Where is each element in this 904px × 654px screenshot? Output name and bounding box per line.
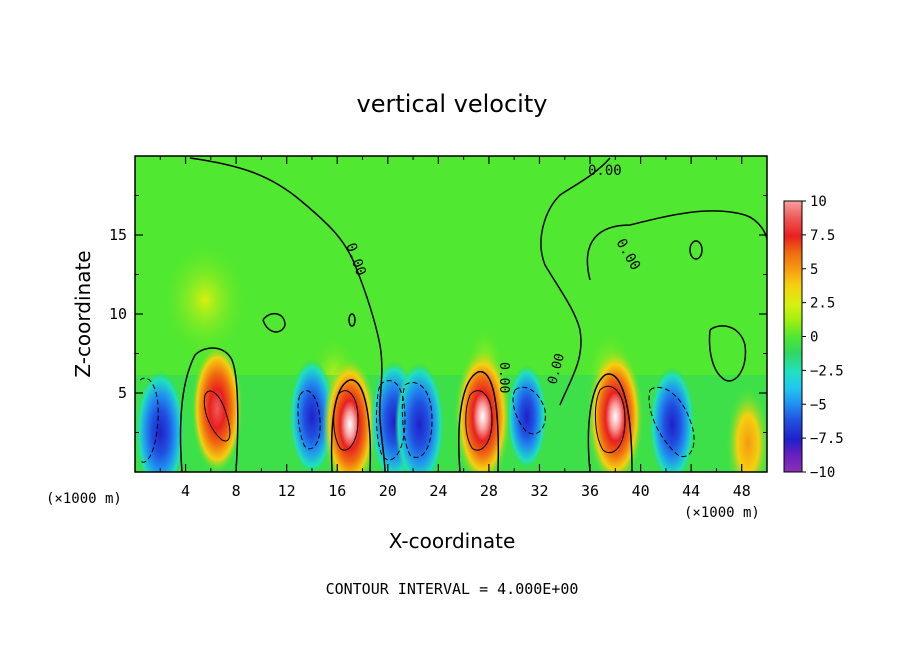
contour-line-inner	[333, 390, 359, 451]
cell-7-downdraft	[507, 364, 547, 469]
x-tick-label: 16	[328, 482, 346, 500]
zero-contour-line	[587, 373, 633, 472]
cell-3-updraft	[322, 356, 378, 472]
contour-label: 0.00	[496, 362, 511, 393]
zero-contour-line	[458, 371, 500, 472]
contour-line-inner	[594, 385, 626, 454]
x-unit-right: (×1000 m)	[684, 505, 760, 521]
heatmap-field	[135, 156, 767, 472]
colorbar-tick-label: 7.5	[810, 228, 835, 244]
x-tick-label: 36	[581, 482, 599, 500]
zero-contour-line	[586, 210, 767, 281]
chart-title: vertical velocity	[357, 90, 548, 118]
x-tick-label: 40	[632, 482, 650, 500]
zero-contour-line	[262, 313, 286, 333]
x-tick-label: 32	[530, 482, 548, 500]
cell-9-downdraft	[649, 366, 695, 472]
x-tick-label: 28	[480, 482, 498, 500]
zero-contour-line	[708, 325, 747, 382]
x-tick-label: 24	[429, 482, 447, 500]
convective-cells	[135, 344, 767, 472]
y-axis-ticks: 5 10 15	[109, 195, 767, 433]
negative-contour-dashed	[139, 377, 159, 463]
x-tick-label: 8	[232, 482, 241, 500]
zero-contour-line	[189, 157, 386, 472]
zero-contour-line	[330, 379, 372, 472]
y-axis-label: Z-coordinate	[71, 250, 95, 377]
negative-contour-dashed	[512, 386, 546, 435]
contour-lines	[139, 157, 767, 472]
contour-label: 0.00	[588, 163, 622, 179]
colorbar-tick-label: 2.5	[810, 296, 835, 312]
cell-2-downdraft	[289, 358, 335, 472]
cell-0-downdraft	[135, 370, 185, 472]
zero-contour-line	[689, 240, 703, 260]
y-tick-label: 5	[118, 384, 127, 402]
colorbar-bar	[783, 200, 803, 473]
colorbar-tick-label: −10	[810, 465, 835, 481]
x-tick-label: 20	[379, 482, 397, 500]
colorbar-ticks: 10 7.5 5 2.5 0 −2.5 −5 −7.5 −10	[802, 194, 844, 481]
colorbar-tick-label: −5	[810, 397, 827, 413]
x-tick-label: 4	[181, 482, 190, 500]
lime-patch	[160, 240, 250, 360]
colorbar-tick-label: 10	[810, 194, 827, 210]
y-tick-label: 15	[109, 226, 127, 244]
x-axis-label: X-coordinate	[389, 529, 516, 553]
x-tick-label: 44	[682, 482, 700, 500]
x-tick-label: 48	[733, 482, 751, 500]
negative-contour-dashed	[297, 390, 321, 450]
colorbar-tick-label: 5	[810, 262, 818, 278]
negative-contour-dashed	[401, 382, 433, 458]
y-tick-label: 10	[109, 305, 127, 323]
negative-contour-dashed	[648, 386, 695, 458]
x-axis-ticks: 4 8 12 16 20 24 28 32 36 40 44 48	[159, 156, 751, 500]
contour-line-inner	[203, 390, 231, 442]
cell-1-updraft	[191, 344, 243, 472]
colorbar-tick-label: 0	[810, 330, 818, 346]
cell-5-downdraft	[394, 362, 444, 472]
x-tick-label: 12	[278, 482, 296, 500]
contour-line-inner	[465, 390, 493, 451]
contour-interval-note: CONTOUR INTERVAL = 4.000E+00	[326, 580, 579, 598]
colorbar-tick-label: −7.5	[810, 431, 844, 447]
zero-contour-line	[179, 347, 239, 472]
zero-contour-line	[348, 313, 356, 327]
negative-contour-dashed	[375, 380, 406, 461]
cell-10-updraft	[726, 387, 767, 472]
x-unit-left: (×1000 m)	[46, 491, 122, 507]
colorbar: 10 7.5 5 2.5 0 −2.5 −5 −7.5 −10	[783, 194, 844, 481]
colorbar-tick-label: −2.5	[810, 363, 844, 379]
zero-contour-line	[540, 157, 611, 406]
